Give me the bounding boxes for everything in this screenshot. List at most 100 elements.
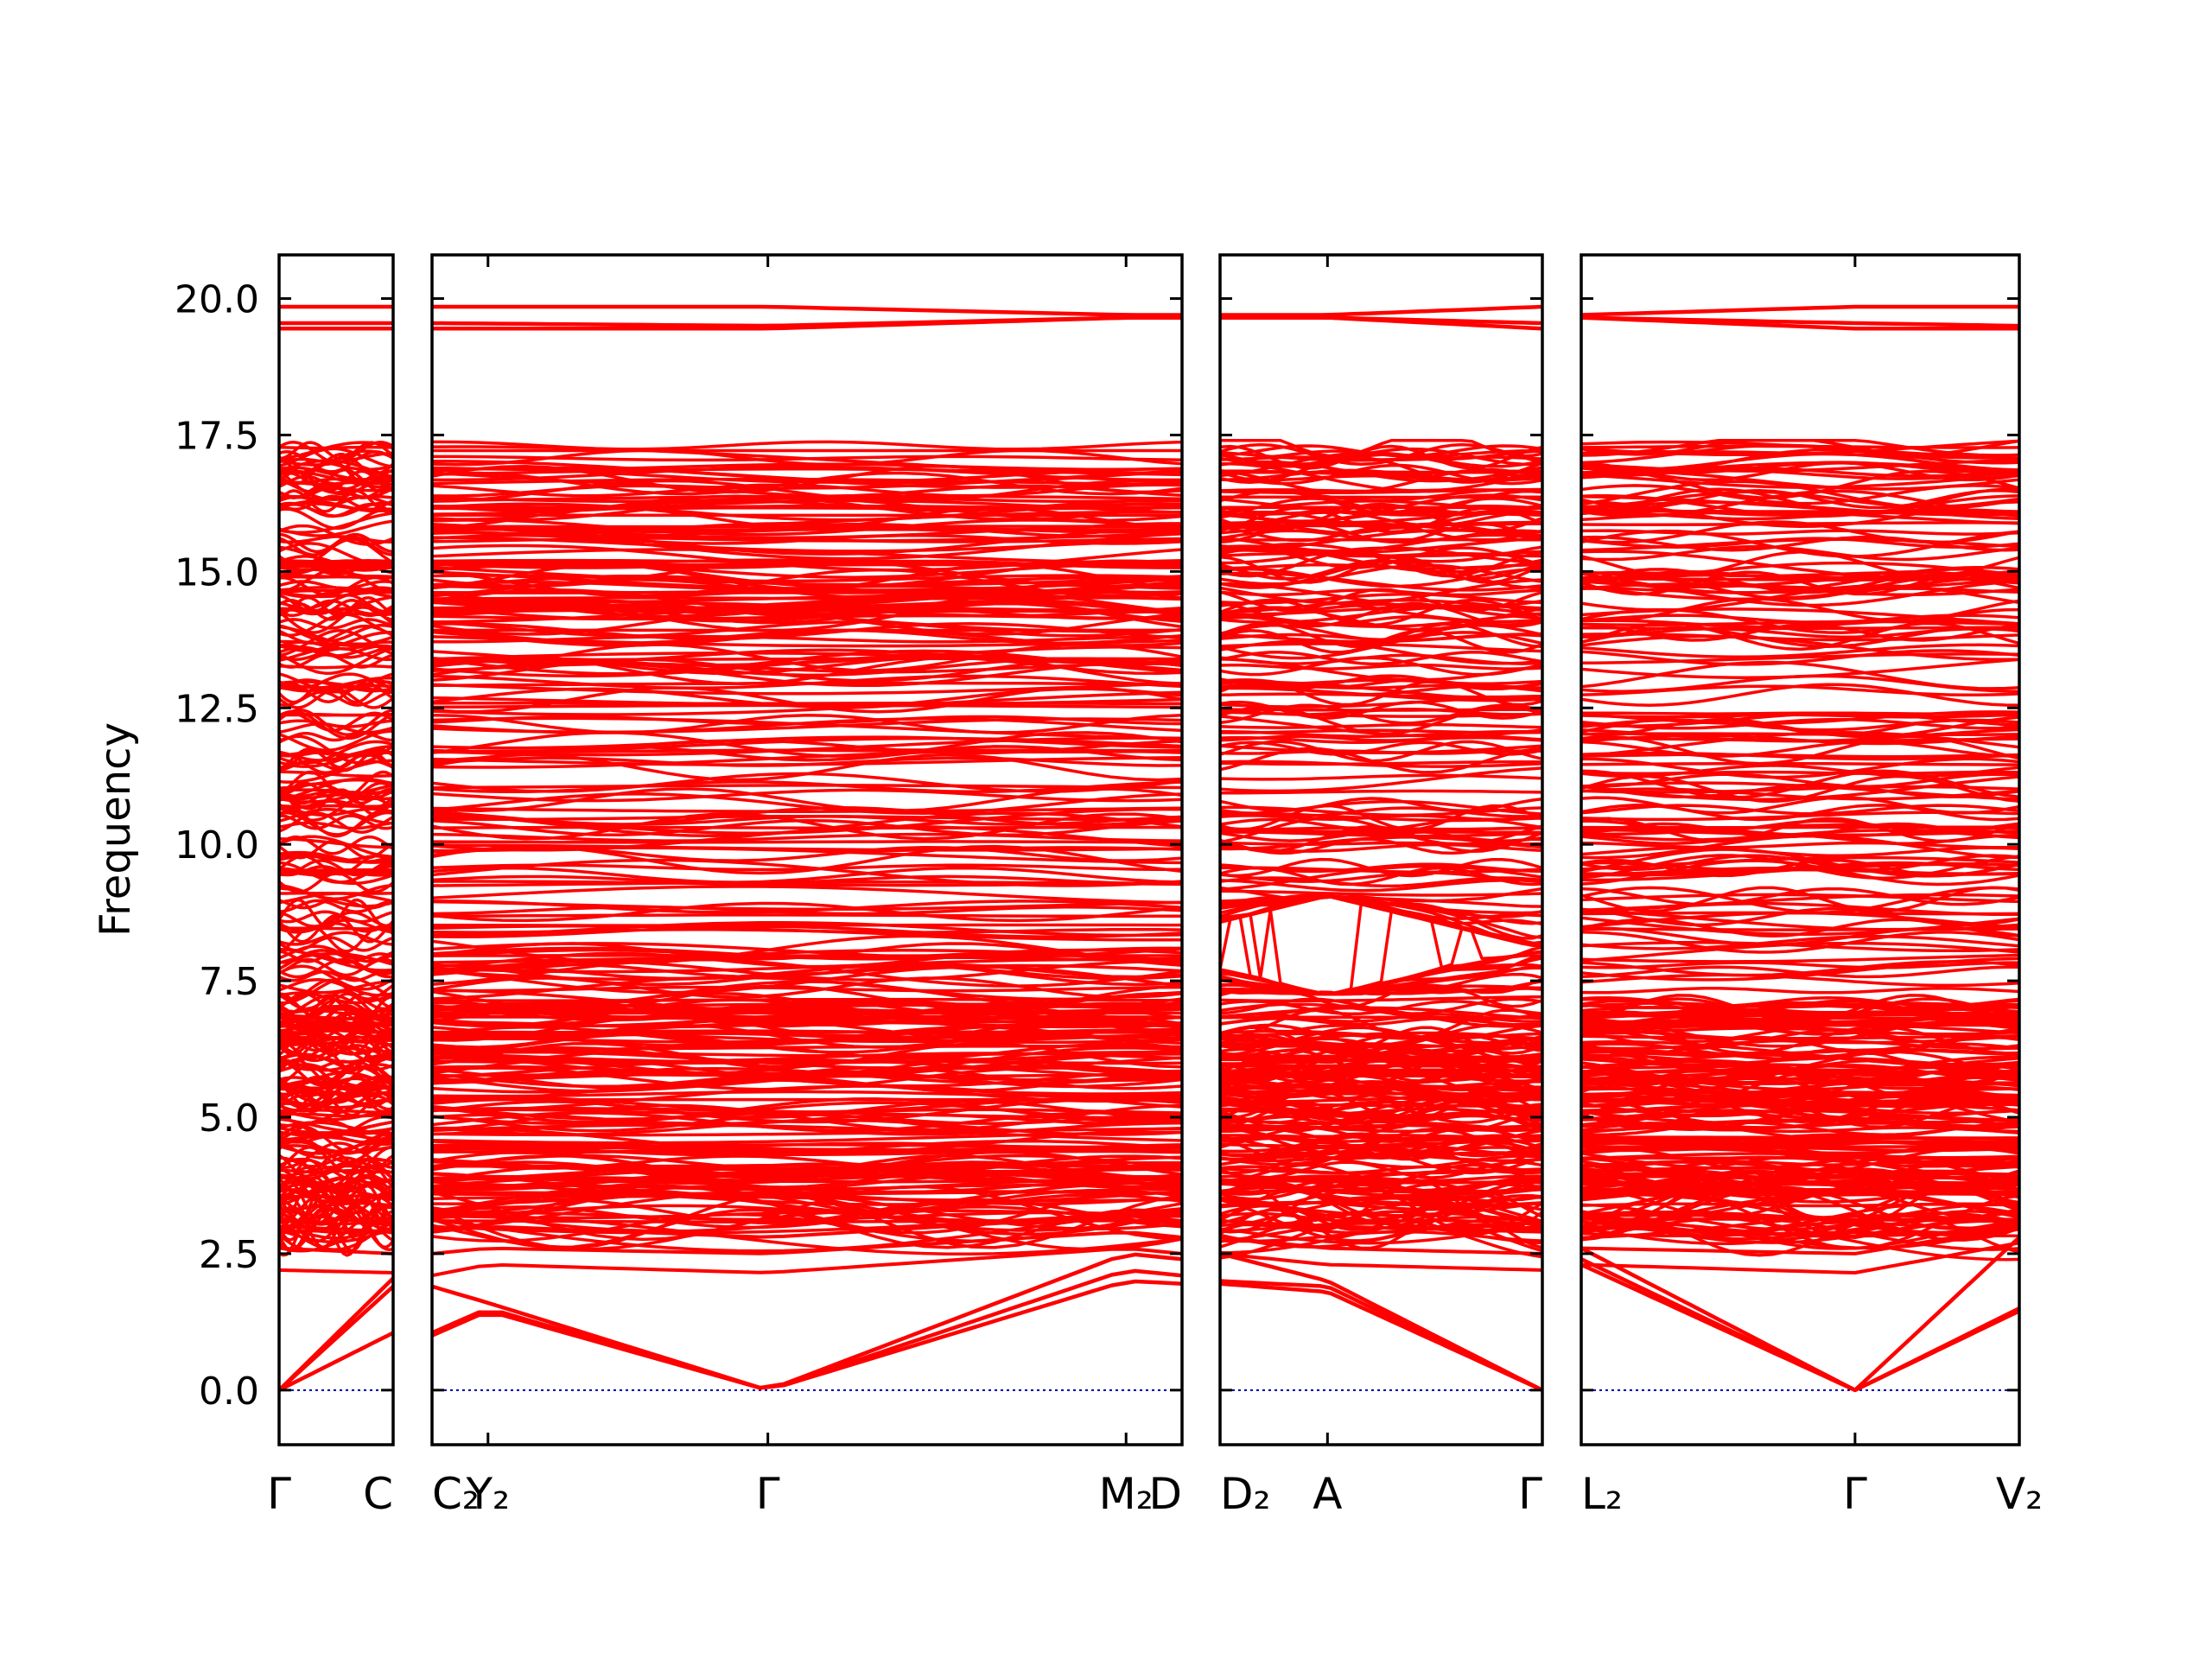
- optical-band: [1220, 773, 1542, 781]
- optical-band: [1220, 642, 1542, 653]
- optical-band: [1581, 953, 2019, 963]
- optical-band: [1581, 1094, 2019, 1118]
- optical-band: [279, 512, 393, 534]
- optical-band: [1220, 986, 1542, 1008]
- optical-band: [432, 1209, 1182, 1220]
- optical-band: [279, 647, 393, 662]
- optical-band: [1220, 889, 1542, 897]
- optical-band: [432, 784, 1182, 790]
- optical-band: [432, 906, 1182, 916]
- optical-band: [1220, 1163, 1542, 1183]
- optical-band: [279, 850, 393, 864]
- optical-band: [432, 1108, 1182, 1116]
- optical-band: [279, 486, 393, 499]
- optical-band: [1581, 1070, 2019, 1075]
- optical-band: [1581, 987, 2019, 995]
- optical-band: [1581, 1169, 2019, 1195]
- optical-band: [279, 466, 393, 481]
- optical-band: [432, 1059, 1182, 1065]
- optical-band: [432, 985, 1182, 993]
- high-1: [432, 304, 1182, 317]
- optical-band: [432, 635, 1182, 648]
- optical-band: [1220, 653, 1542, 665]
- optical-band: [1220, 1054, 1542, 1059]
- optical-band: [279, 602, 393, 621]
- band-lines: [1220, 304, 1542, 1392]
- optical-band: [1581, 1035, 2019, 1055]
- optical-band: [1220, 1180, 1542, 1198]
- x-tick-label: Γ: [1518, 1469, 1542, 1519]
- optical-band: [1220, 1083, 1542, 1102]
- optical-band: [1581, 1063, 2019, 1070]
- optical-band: [279, 788, 393, 795]
- optical-band: [279, 809, 393, 838]
- optical-band: [1581, 785, 2019, 794]
- high-3: [1220, 315, 1542, 331]
- optical-band: [1220, 1211, 1542, 1259]
- optical-band: [279, 1085, 393, 1096]
- band-lines: [432, 304, 1182, 1391]
- optical-band: [1220, 448, 1542, 462]
- optical-band: [279, 568, 393, 580]
- optical-band: [1581, 770, 2019, 775]
- optical-band: [432, 1149, 1182, 1154]
- optical-band: [1220, 1033, 1542, 1049]
- opt-2: [279, 1246, 393, 1255]
- optical-band: [1220, 1114, 1542, 1142]
- optical-band: [1581, 458, 2019, 473]
- optical-band: [1581, 918, 2019, 938]
- optical-band: [1220, 876, 1542, 888]
- optical-band: [279, 897, 393, 910]
- optical-band: [279, 1064, 393, 1085]
- optical-band: [1581, 715, 2019, 739]
- optical-band: [1581, 634, 2019, 662]
- optical-band: [1220, 804, 1542, 831]
- optical-band: [1220, 1138, 1542, 1166]
- optical-band: [1220, 563, 1542, 586]
- optical-band: [1581, 500, 2019, 517]
- optical-band: [432, 1208, 1182, 1249]
- optical-band: [1581, 829, 2019, 842]
- optical-band: [1220, 694, 1542, 709]
- optical-band: [1220, 995, 1542, 1003]
- optical-band: [432, 806, 1182, 813]
- x-tick-label: C: [363, 1469, 393, 1519]
- optical-band: [432, 1210, 1182, 1235]
- optical-band: [1581, 960, 2019, 977]
- optical-band: [279, 980, 393, 995]
- optical-band: [279, 532, 393, 554]
- optical-band: [432, 825, 1182, 830]
- optical-band: [432, 1191, 1182, 1205]
- optical-band: [432, 731, 1182, 758]
- optical-band: [1220, 504, 1542, 515]
- x-tick-label: A: [1313, 1469, 1342, 1519]
- optical-band: [279, 1041, 393, 1071]
- optical-band: [1220, 841, 1542, 846]
- optical-band: [1581, 1146, 2019, 1153]
- optical-band: [1581, 935, 2019, 950]
- optical-band: [279, 1117, 393, 1134]
- optical-band: [432, 613, 1182, 621]
- opt-2: [1581, 1224, 2019, 1255]
- optical-band: [1581, 550, 2019, 579]
- opt-3: [1220, 1219, 1542, 1234]
- optical-band: [1581, 1028, 2019, 1051]
- optical-band: [432, 959, 1182, 982]
- optical-band: [1581, 1141, 2019, 1148]
- optical-band: [1581, 902, 2019, 917]
- optical-band: [279, 1120, 393, 1138]
- optical-band: [279, 625, 393, 646]
- y-tick-label: 17.5: [175, 414, 259, 458]
- optical-band: [1581, 535, 2019, 552]
- optical-band: [279, 1192, 393, 1230]
- optical-band: [1220, 460, 1542, 483]
- optical-band: [1220, 797, 1542, 813]
- optical-band: [432, 1001, 1182, 1022]
- optical-band: [1220, 1135, 1542, 1141]
- optical-band: [279, 477, 393, 485]
- high-3: [1581, 315, 2019, 331]
- acoustic-3: [279, 1276, 393, 1392]
- optical-band: [1220, 571, 1542, 592]
- optical-band: [432, 1014, 1182, 1042]
